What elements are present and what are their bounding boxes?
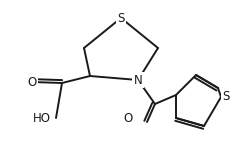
Text: S: S	[117, 11, 125, 24]
Text: S: S	[222, 90, 230, 104]
Text: HO: HO	[33, 111, 51, 125]
Text: N: N	[134, 73, 142, 87]
Text: O: O	[27, 76, 37, 89]
Text: O: O	[123, 111, 133, 125]
